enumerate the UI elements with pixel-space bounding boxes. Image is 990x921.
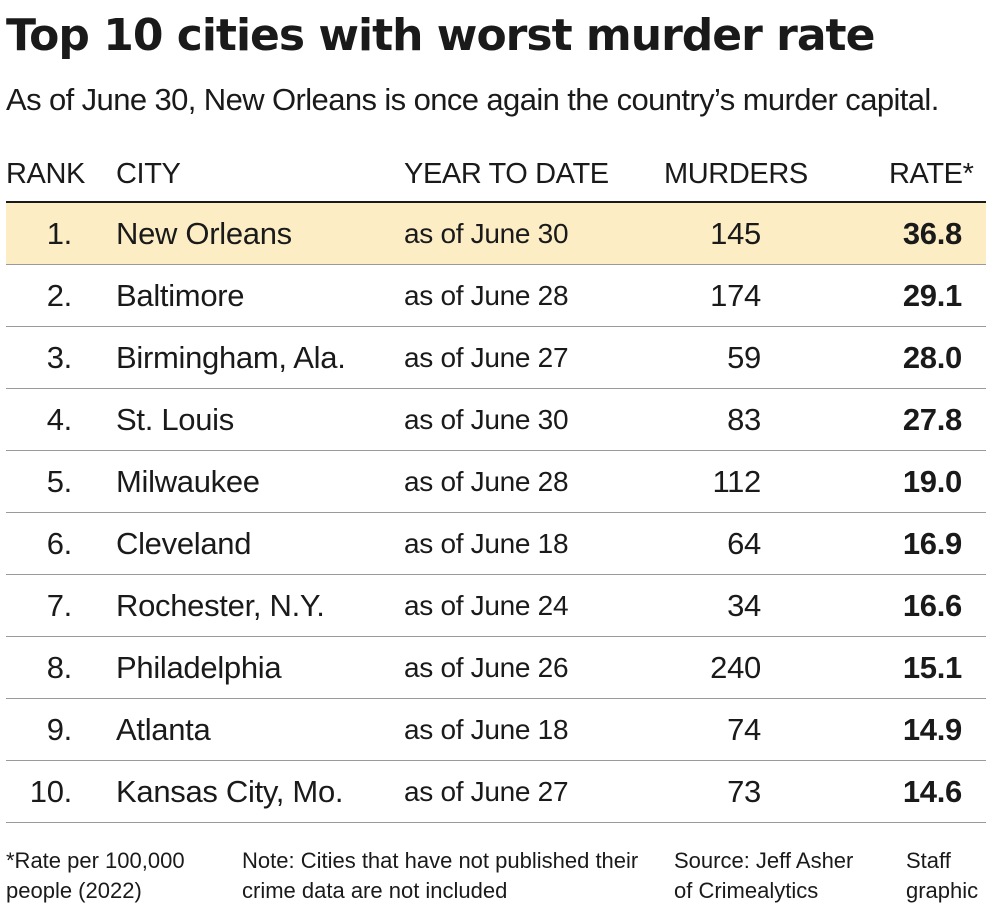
year-to-date-cell: as of June 27 (404, 776, 569, 807)
murders-cell: 240 (710, 650, 761, 685)
source-credit: Source: Jeff Asher of Crimealytics (674, 848, 854, 903)
header-rank: RANK (6, 158, 85, 190)
rank-cell: 2. (46, 278, 73, 313)
header-murders: MURDERS (664, 158, 808, 190)
city-cell: St. Louis (116, 402, 234, 437)
table-row: 9. Atlanta as of June 18 74 14.9 (6, 699, 986, 761)
table-row: 8. Philadelphia as of June 26 240 15.1 (6, 637, 986, 699)
rank-cell: 6. (46, 526, 73, 561)
rate-cell: 19.0 (902, 464, 962, 499)
city-cell: Milwaukee (116, 464, 260, 499)
city-cell: New Orleans (116, 216, 292, 251)
header-city: CITY (116, 158, 181, 190)
year-to-date-cell: as of June 30 (404, 218, 569, 249)
murders-cell: 34 (727, 588, 761, 623)
year-to-date-cell: as of June 30 (404, 404, 569, 435)
rate-cell: 15.1 (902, 650, 962, 685)
table-header: RANK CITY YEAR TO DATE MURDERS RATE* (6, 148, 986, 203)
year-to-date-cell: as of June 26 (404, 652, 569, 683)
year-to-date-cell: as of June 28 (404, 466, 569, 497)
header-rate: RATE* (889, 158, 974, 190)
staff-credit: Staff graphic (906, 848, 979, 903)
rank-cell: 10. (29, 774, 73, 809)
rate-cell: 36.8 (902, 216, 962, 251)
page-subtitle: As of June 30, New Orleans is once again… (6, 82, 939, 117)
year-to-date-cell: as of June 18 (404, 714, 569, 745)
rate-cell: 27.8 (902, 402, 962, 437)
table-row: 3. Birmingham, Ala. as of June 27 59 28.0 (6, 327, 986, 389)
rate-cell: 29.1 (902, 278, 962, 313)
rate-cell: 14.6 (902, 774, 962, 809)
year-to-date-cell: as of June 18 (404, 528, 569, 559)
page-title: Top 10 cities with worst murder rate (6, 10, 875, 61)
table-row: 1. New Orleans as of June 30 145 36.8 (6, 203, 986, 265)
table-body: 1. New Orleans as of June 30 145 36.8 2. Balti… (6, 203, 986, 823)
rate-cell: 28.0 (902, 340, 962, 375)
header-year-to-date: YEAR TO DATE (404, 158, 609, 190)
city-cell: Rochester, N.Y. (116, 588, 325, 623)
table-row: 2. Baltimore as of June 28 174 29.1 (6, 265, 986, 327)
table-row: 5. Milwaukee as of June 28 112 19.0 (6, 451, 986, 513)
city-cell: Birmingham, Ala. (116, 340, 346, 375)
murders-cell: 64 (727, 526, 761, 561)
table-row: 7. Rochester, N.Y. as of June 24 34 16.6 (6, 575, 986, 637)
rank-cell: 7. (46, 588, 73, 623)
city-cell: Atlanta (116, 712, 211, 747)
rank-cell: 5. (46, 464, 73, 499)
city-cell: Baltimore (116, 278, 245, 313)
murders-cell: 59 (727, 340, 761, 375)
murders-cell: 73 (727, 774, 761, 809)
table-row: 4. St. Louis as of June 30 83 27.8 (6, 389, 986, 451)
rank-cell: 3. (46, 340, 73, 375)
rate-cell: 14.9 (902, 712, 962, 747)
rank-cell: 4. (46, 402, 73, 437)
table-row: 6. Cleveland as of June 18 64 16.9 (6, 513, 986, 575)
year-to-date-cell: as of June 27 (404, 342, 569, 373)
year-to-date-cell: as of June 24 (404, 590, 569, 621)
murders-cell: 74 (727, 712, 761, 747)
rank-cell: 8. (46, 650, 73, 685)
year-to-date-cell: as of June 28 (404, 280, 569, 311)
rate-cell: 16.9 (902, 526, 962, 561)
rate-footnote: *Rate per 100,000 people (2022) (6, 848, 185, 903)
rank-cell: 9. (46, 712, 73, 747)
rate-cell: 16.6 (902, 588, 962, 623)
city-cell: Philadelphia (116, 650, 282, 685)
rank-cell: 1. (46, 216, 73, 251)
murders-cell: 83 (727, 402, 761, 437)
city-cell: Kansas City, Mo. (116, 774, 344, 809)
note-footnote: Note: Cities that have not published the… (242, 848, 639, 903)
data-table: RANK CITY YEAR TO DATE MURDERS RATE* 1. N… (6, 148, 986, 823)
table-row: 10. Kansas City, Mo. as of June 27 73 14.6 (6, 761, 986, 823)
murders-cell: 145 (710, 216, 761, 251)
city-cell: Cleveland (116, 526, 252, 561)
murders-cell: 174 (710, 278, 761, 313)
murders-cell: 112 (712, 464, 761, 499)
